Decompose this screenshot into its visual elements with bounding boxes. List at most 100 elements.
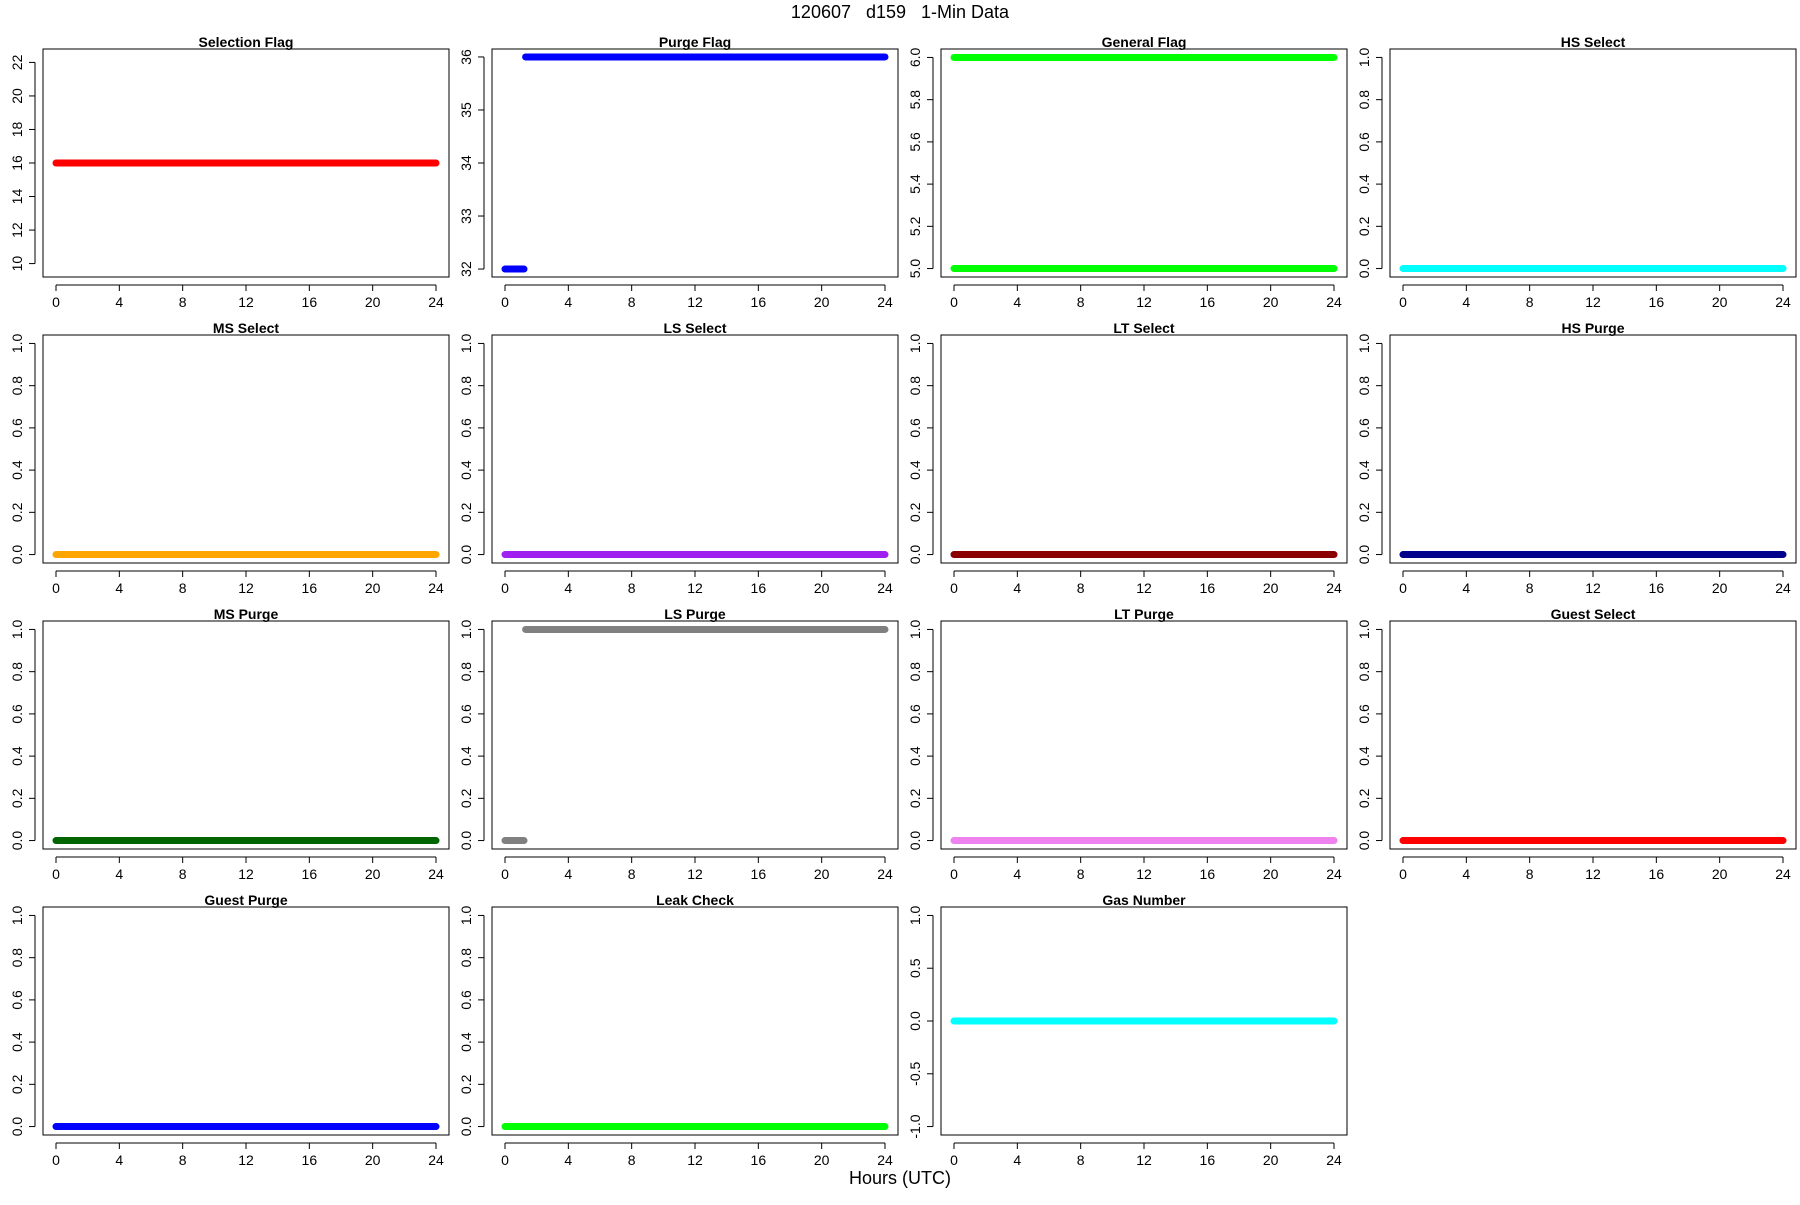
y-tick-label: 0.2: [1356, 216, 1372, 236]
x-tick-label: 16: [751, 1152, 767, 1168]
y-tick-label: 0.8: [9, 662, 25, 682]
x-tick-label: 4: [564, 294, 572, 310]
y-tick-label: 1.0: [1356, 620, 1372, 640]
y-tick-label: 0.6: [458, 418, 474, 438]
x-tick-label: 8: [179, 294, 187, 310]
y-tick-label: 0.0: [458, 831, 474, 851]
y-tick-label: 10: [9, 256, 25, 272]
x-tick-label: 24: [1326, 580, 1342, 596]
x-tick-label: 16: [751, 580, 767, 596]
x-tick-label: 8: [1077, 866, 1085, 882]
y-tick-label: 0.0: [907, 1011, 923, 1031]
x-tick-label: 20: [1263, 1152, 1279, 1168]
panel-title: Selection Flag: [199, 34, 294, 50]
plot-frame: [940, 48, 1348, 278]
x-tick-label: 0: [1399, 580, 1407, 596]
y-tick-label: 0.6: [907, 418, 923, 438]
y-tick-label: 32: [458, 261, 474, 277]
x-tick-label: 12: [1585, 580, 1601, 596]
x-tick-label: 0: [501, 1152, 509, 1168]
panel-ls-purge: LS Purge 0 4 8 12 16 20 24 0.0 0.2 0.4 0.6 0.8 1.0: [458, 606, 899, 882]
x-tick-label: 0: [52, 1152, 60, 1168]
plot-frame: [42, 906, 450, 1136]
y-tick-label: 34: [458, 155, 474, 171]
x-tick-label: 0: [501, 580, 509, 596]
y-tick-label: 0.6: [1356, 418, 1372, 438]
y-tick-label: 0.0: [9, 545, 25, 565]
y-tick-label: 22: [9, 54, 25, 70]
x-tick-label: 0: [950, 866, 958, 882]
y-tick-label: 0.0: [1356, 259, 1372, 279]
x-tick-label: 8: [1077, 294, 1085, 310]
panel-title: MS Select: [213, 320, 279, 336]
x-tick-label: 12: [1136, 866, 1152, 882]
x-tick-label: 4: [1013, 1152, 1021, 1168]
x-tick-label: 16: [302, 1152, 318, 1168]
x-tick-label: 8: [179, 580, 187, 596]
x-tick-label: 20: [365, 294, 381, 310]
y-tick-label: 0.6: [458, 704, 474, 724]
panel-title: Guest Purge: [204, 892, 287, 908]
panel-leak-check: Leak Check 0 4 8 12 16 20 24 0.0 0.2 0.4 0.6 0.8 1.0: [458, 892, 899, 1168]
panel-gas-number: Gas Number 0 4 8 12 16 20 24 -1.0 -0.5 0.0 0.5 1.0: [907, 892, 1348, 1168]
x-tick-label: 0: [950, 294, 958, 310]
x-tick-label: 16: [1200, 1152, 1216, 1168]
y-tick-label: 1.0: [9, 906, 25, 926]
y-tick-label: 1.0: [1356, 334, 1372, 354]
x-tick-label: 24: [877, 866, 893, 882]
x-tick-label: 4: [564, 866, 572, 882]
y-tick-label: 0.0: [1356, 831, 1372, 851]
x-tick-label: 0: [950, 1152, 958, 1168]
y-tick-label: 0.4: [458, 1032, 474, 1052]
x-tick-label: 20: [1263, 294, 1279, 310]
x-tick-label: 16: [751, 866, 767, 882]
y-tick-label: 33: [458, 208, 474, 224]
x-tick-label: 12: [238, 580, 254, 596]
x-tick-label: 16: [1649, 580, 1665, 596]
x-tick-label: 20: [1263, 866, 1279, 882]
x-tick-label: 12: [238, 866, 254, 882]
plot-frame: [491, 906, 899, 1136]
y-tick-label: 12: [9, 222, 25, 238]
plot-frame: [491, 620, 899, 850]
panel-lt-purge: LT Purge 0 4 8 12 16 20 24 0.0 0.2 0.4 0.6 0.8 1.0: [907, 606, 1348, 882]
x-tick-label: 12: [1136, 580, 1152, 596]
y-tick-label: 0.8: [9, 948, 25, 968]
panel-guest-select: Guest Select 0 4 8 12 16 20 24 0.0 0.2 0.4 0.6 0.8 1.…: [1356, 606, 1797, 882]
x-tick-label: 20: [1263, 580, 1279, 596]
y-tick-label: 0.4: [1356, 174, 1372, 194]
y-tick-label: 16: [9, 155, 25, 171]
plot-frame: [1389, 334, 1797, 564]
panel-title: MS Purge: [214, 606, 279, 622]
x-tick-label: 24: [877, 1152, 893, 1168]
y-tick-label: -1.0: [907, 1114, 923, 1138]
y-tick-label: 0.0: [907, 831, 923, 851]
panel-title: General Flag: [1102, 34, 1187, 50]
y-tick-label: 0.8: [1356, 90, 1372, 110]
y-tick-label: 0.4: [9, 460, 25, 480]
panel-title: Purge Flag: [659, 34, 731, 50]
x-tick-label: 16: [302, 294, 318, 310]
x-tick-label: 20: [814, 580, 830, 596]
y-tick-label: 0.6: [9, 990, 25, 1010]
panel-hs-purge: HS Purge 0 4 8 12 16 20 24 0.0 0.2 0.4 0.6 0.8 1.0: [1356, 320, 1797, 596]
y-tick-label: 0.6: [1356, 132, 1372, 152]
y-tick-label: 0.6: [9, 418, 25, 438]
y-tick-label: 0.2: [9, 1074, 25, 1094]
x-tick-label: 4: [115, 580, 123, 596]
panel-selection-flag: Selection Flag 0 4 8 12 16 20 24 10 12 14 16 18 20 22: [9, 34, 450, 310]
y-tick-label: 0.2: [458, 1074, 474, 1094]
x-tick-label: 20: [365, 866, 381, 882]
y-tick-label: 0.4: [907, 746, 923, 766]
y-tick-label: 0.2: [9, 502, 25, 522]
panel-title: HS Select: [1561, 34, 1626, 50]
y-tick-label: 14: [9, 189, 25, 205]
y-tick-label: 0.2: [458, 788, 474, 808]
y-tick-label: 1.0: [458, 334, 474, 354]
x-tick-label: 4: [115, 866, 123, 882]
x-tick-label: 24: [1326, 1152, 1342, 1168]
x-tick-label: 20: [1712, 580, 1728, 596]
panel-title: LS Select: [663, 320, 726, 336]
y-tick-label: 0.4: [9, 746, 25, 766]
